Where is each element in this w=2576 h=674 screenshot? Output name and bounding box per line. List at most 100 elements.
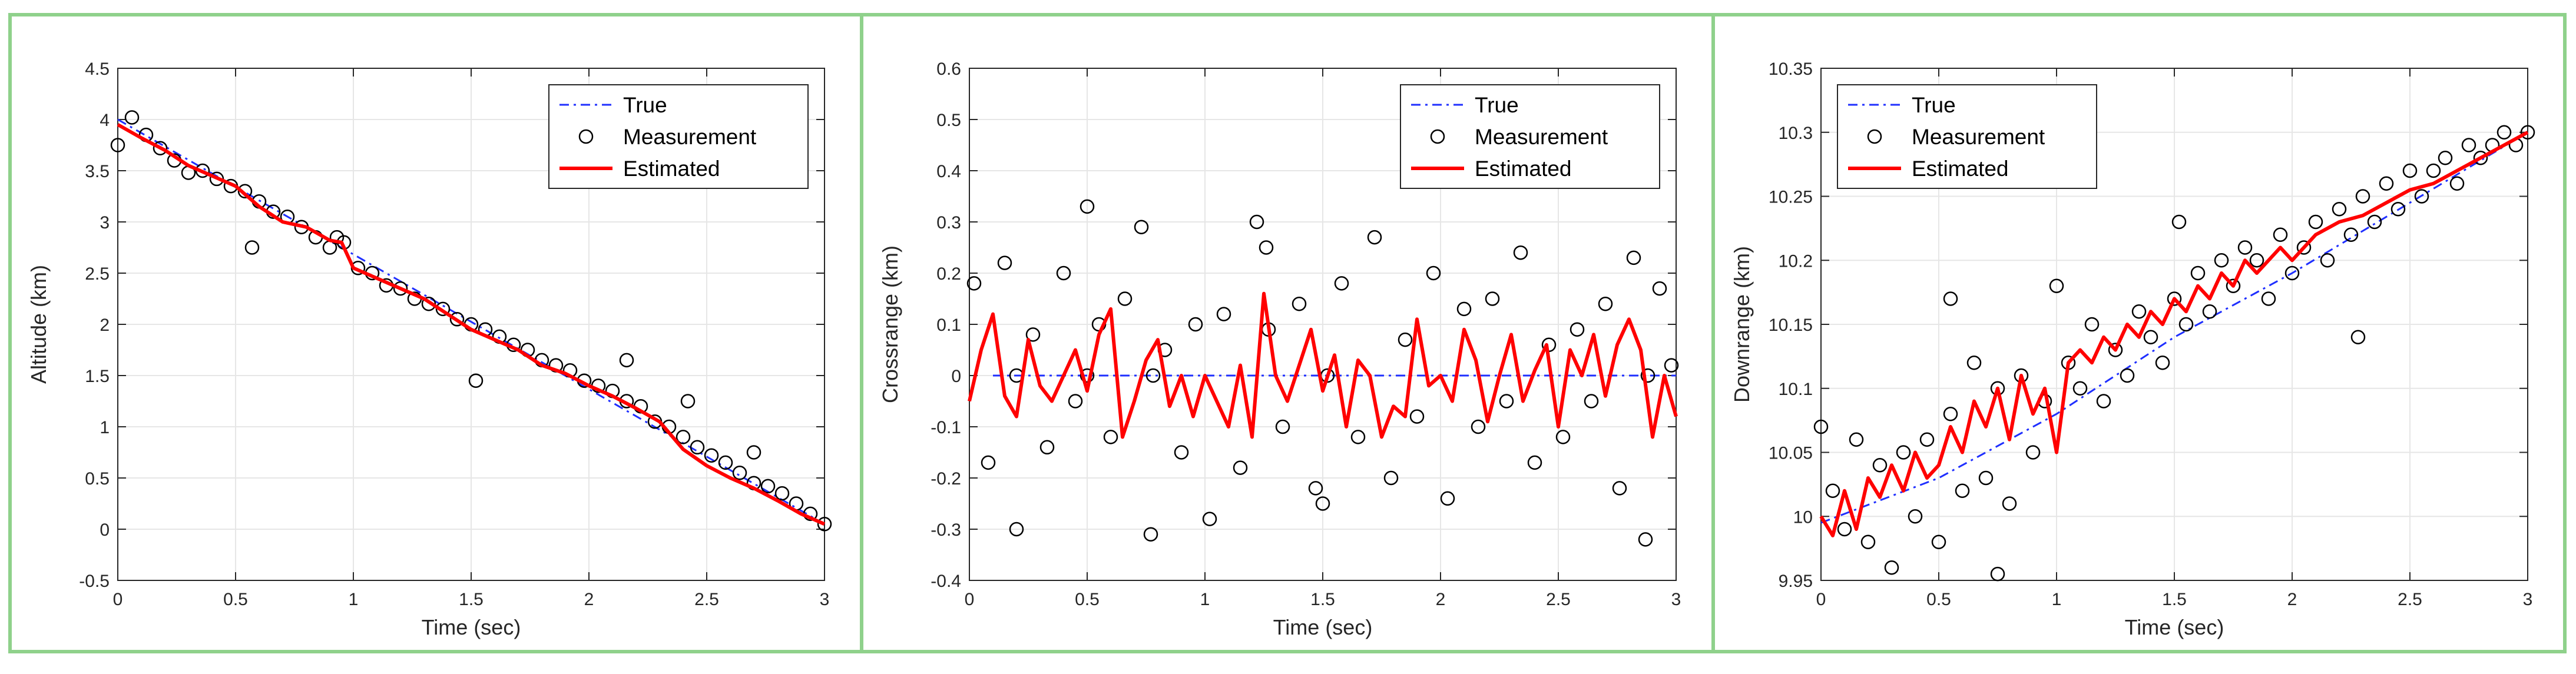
measurement-point [2367,214,2382,230]
measurement-point [2520,125,2535,140]
estimated-line [1819,131,2529,537]
measurement-point [1367,230,1382,245]
legend-entry-measurement: Measurement [1912,125,2045,149]
measurement-point [997,255,1012,270]
measurement-point [1955,483,1970,498]
y-tick-label: 0.5 [936,111,961,130]
measurement-point [2226,278,2241,293]
measurement-point [619,353,634,368]
x-tick-label: 3 [820,590,830,609]
measurement-point [1919,432,1935,447]
measurement-point [704,448,719,463]
measurement-point [468,373,484,388]
measurement-point [732,466,747,480]
measurement-point [2414,189,2429,204]
measurement-point [2178,317,2194,332]
legend-entry-true: True [623,93,667,117]
x-tick-label: 2 [584,590,594,609]
measurement-point [2025,445,2041,460]
y-tick-label: 3 [100,213,110,233]
legend-entry-true: True [1475,93,1519,117]
y-tick-label: 10.1 [1779,380,1813,399]
measurement-point [1398,332,1413,347]
measurement-point [2449,176,2465,191]
measurement-point [1009,522,1024,537]
measurement-point [1471,419,1486,434]
measurement-point [1664,358,1679,373]
altitude-panel: 0 0.5 1 1.5 2 2.5 3 -0.5 0 0.5 1 1.5 2 2.5 3 3.5 4 4.5 Tim… [8,13,863,653]
legend-entry-estimated: Estimated [623,157,720,181]
measurement-point [1860,534,1876,549]
measurement-point [1931,534,1946,549]
altitude-chart: 0 0.5 1 1.5 2 2.5 3-0.500.511.522.533.544.5Tim… [27,59,832,639]
measurement-point [110,138,125,152]
measurement-point [2167,291,2182,306]
measurement-point [1259,240,1274,255]
measurement-point [1117,291,1133,306]
x-axis-label: Time (sec) [1273,615,1373,639]
measurement-point [2273,227,2288,242]
legend: True Measurement Estimated [548,84,809,189]
measurement-point [2355,189,2370,204]
measurement-point [449,312,465,327]
measurement-point [746,445,761,460]
true-line [1820,131,2528,524]
measurement-point [774,486,790,501]
y-tick-label: 10.05 [1769,444,1813,463]
x-tick-label: 3 [2523,590,2533,609]
measurement-point [1440,491,1455,506]
y-tick-label: 2.5 [85,264,110,284]
x-tick-label: 0 [1816,590,1826,609]
measurement-point [1849,432,1864,447]
measurement-point [2343,227,2359,242]
downrange-panel: 0 0.5 1 1.5 2 2.5 3 9.95 10 10.05 10.1 10.15 10.2 10.… [1711,13,2567,653]
measurement-point [2249,253,2264,268]
measurement-point [1308,481,1323,496]
measurement-point [244,240,260,255]
y-tick-label: 4 [100,111,110,130]
measurement-point [1652,281,1667,296]
legend: True Measurement Estimated [1400,84,1660,189]
measurement-points [966,102,1679,547]
crossrange-panel: 0 0.5 1 1.5 2 2.5 3 -0.4 -0.3 -0.2 -0.1 0 0.1 0.2 0.3 0… [860,13,1715,653]
y-axis-label: Crossrange (km) [878,245,902,403]
measurement-point [2350,330,2366,344]
measurement-point [2438,151,2453,165]
x-tick-label: 1 [1200,590,1210,609]
measurement-point [1275,419,1290,434]
measurement-point [1145,368,1161,383]
measurement-point [153,141,168,155]
measurement-point [1068,394,1083,409]
y-tick-label: -0.4 [931,572,961,591]
measurement-point [760,479,776,494]
y-tick-label: 3.5 [85,162,110,181]
measurement-point [237,184,253,199]
measurement-point [2496,125,2512,140]
x-tick-label: 2.5 [2398,590,2422,609]
measurement-point [676,430,691,444]
measurement-point [1485,291,1500,306]
measurement-point [1188,317,1203,332]
measurement-point [1056,265,1071,281]
measurement-point [817,517,832,532]
x-tick-label: 0 [965,590,975,609]
measurement-point [1143,527,1158,542]
legend-entry-estimated: Estimated [1912,157,2009,181]
measurement-point [2214,253,2229,268]
y-axis-label: Downrange (km) [1730,246,1754,403]
x-axis-label: Time (sec) [422,615,521,639]
x-tick-label: 1.5 [1310,590,1335,609]
measurement-point [2171,214,2187,230]
measurement-point [2284,265,2300,281]
measurement-point [981,455,996,470]
measurement-point [1456,301,1472,317]
y-tick-label: -0.1 [931,418,961,437]
measurement-point [1966,356,1982,370]
measurement-point [2402,163,2418,178]
legend-entry-estimated: Estimated [1475,157,1572,181]
measurement-point [1555,430,1571,444]
x-tick-label: 2 [2287,590,2297,609]
measurement-point [1872,458,1888,473]
measurement-point [1813,419,1829,434]
measurement-point [1896,445,1911,460]
